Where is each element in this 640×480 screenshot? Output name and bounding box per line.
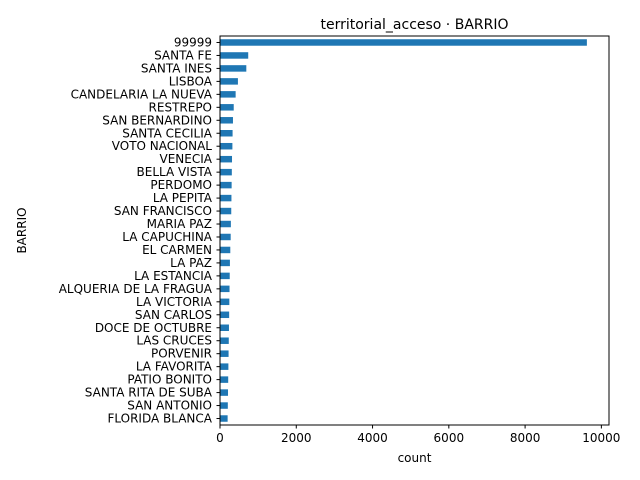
- bar: [220, 155, 233, 163]
- bar: [220, 142, 233, 150]
- y-tick-label: SANTA CECILIA: [122, 126, 213, 140]
- y-tick-label: ALQUERIA DE LA FRAGUA: [59, 282, 213, 296]
- y-axis-label: BARRIO: [15, 207, 29, 253]
- bar: [220, 207, 232, 215]
- bar: [220, 363, 229, 370]
- bar: [220, 415, 228, 422]
- bar: [220, 285, 230, 293]
- x-tick-label: 10000: [582, 431, 620, 445]
- bar: [220, 337, 229, 344]
- bar: [220, 104, 234, 111]
- bar: [220, 324, 229, 331]
- y-tick-label: SANTA RITA DE SUBA: [85, 386, 213, 400]
- bar: [220, 65, 247, 72]
- bar: [220, 130, 233, 137]
- y-tick-label: VENECIA: [160, 152, 213, 166]
- bar: [220, 376, 229, 383]
- plot-frame: [219, 35, 610, 426]
- bar: [220, 402, 228, 409]
- y-tick-label: BELLA VISTA: [137, 165, 213, 179]
- y-tick-label: VOTO NACIONAL: [112, 139, 213, 153]
- bar: [220, 52, 249, 59]
- y-tick-label: LAS CRUCES: [136, 334, 212, 348]
- y-tick-label: 99999: [174, 35, 212, 49]
- y-tick-label: LA FAVORITA: [136, 360, 213, 374]
- y-tick-label: SANTA FE: [154, 48, 212, 62]
- y-tick-label: PATIO BONITO: [127, 373, 212, 387]
- y-tick-label: SANTA INES: [141, 61, 212, 75]
- chart-title: territorial_acceso · BARRIO: [320, 17, 508, 33]
- y-tick-label: LISBOA: [169, 74, 213, 88]
- bar: [220, 246, 231, 254]
- y-tick-label: SAN BERNARDINO: [102, 113, 212, 127]
- bar: [220, 117, 233, 124]
- y-tick-label: PERDOMO: [150, 178, 212, 192]
- y-tick-label: DOCE DE OCTUBRE: [95, 321, 212, 335]
- y-tick-label: FLORIDA BLANCA: [107, 412, 212, 426]
- bar: [220, 272, 230, 280]
- x-axis-ticks: 0 2000 4000 6000 8000 10000: [216, 425, 620, 445]
- bar: [220, 220, 231, 228]
- x-tick-label: 8000: [510, 431, 541, 445]
- bar: [220, 298, 230, 306]
- bar: [220, 91, 236, 98]
- y-tick-label: EL CARMEN: [142, 243, 212, 257]
- bar: [220, 78, 238, 85]
- x-axis-label: count: [398, 451, 432, 465]
- y-tick-label: LA PAZ: [170, 256, 212, 270]
- y-tick-label: LA CAPUCHINA: [122, 230, 213, 244]
- x-tick-label: 4000: [357, 431, 388, 445]
- y-tick-label: PORVENIR: [151, 347, 212, 361]
- bar: [220, 233, 231, 241]
- bar: [220, 389, 229, 396]
- y-tick-label: MARIA PAZ: [147, 217, 212, 231]
- x-tick-label: 6000: [434, 431, 465, 445]
- bar: [220, 311, 230, 319]
- y-tick-label: LA VICTORIA: [136, 295, 213, 309]
- bars-group: [220, 39, 587, 422]
- bar: [220, 181, 232, 189]
- y-tick-label: RESTREPO: [149, 100, 212, 114]
- y-tick-label: SAN FRANCISCO: [114, 204, 212, 218]
- bar: [220, 168, 232, 176]
- bar: [220, 194, 232, 202]
- bar: [220, 39, 587, 46]
- bar: [220, 259, 230, 267]
- x-tick-label: 2000: [281, 431, 312, 445]
- y-tick-label: LA ESTANCIA: [134, 269, 213, 283]
- bar: [220, 350, 229, 357]
- y-tick-label: SAN ANTONIO: [127, 399, 212, 413]
- x-tick-label: 0: [216, 431, 224, 445]
- y-tick-label: LA PEPITA: [153, 191, 213, 205]
- y-tick-label: CANDELARIA LA NUEVA: [71, 87, 213, 101]
- y-tick-label: SAN CARLOS: [135, 308, 212, 322]
